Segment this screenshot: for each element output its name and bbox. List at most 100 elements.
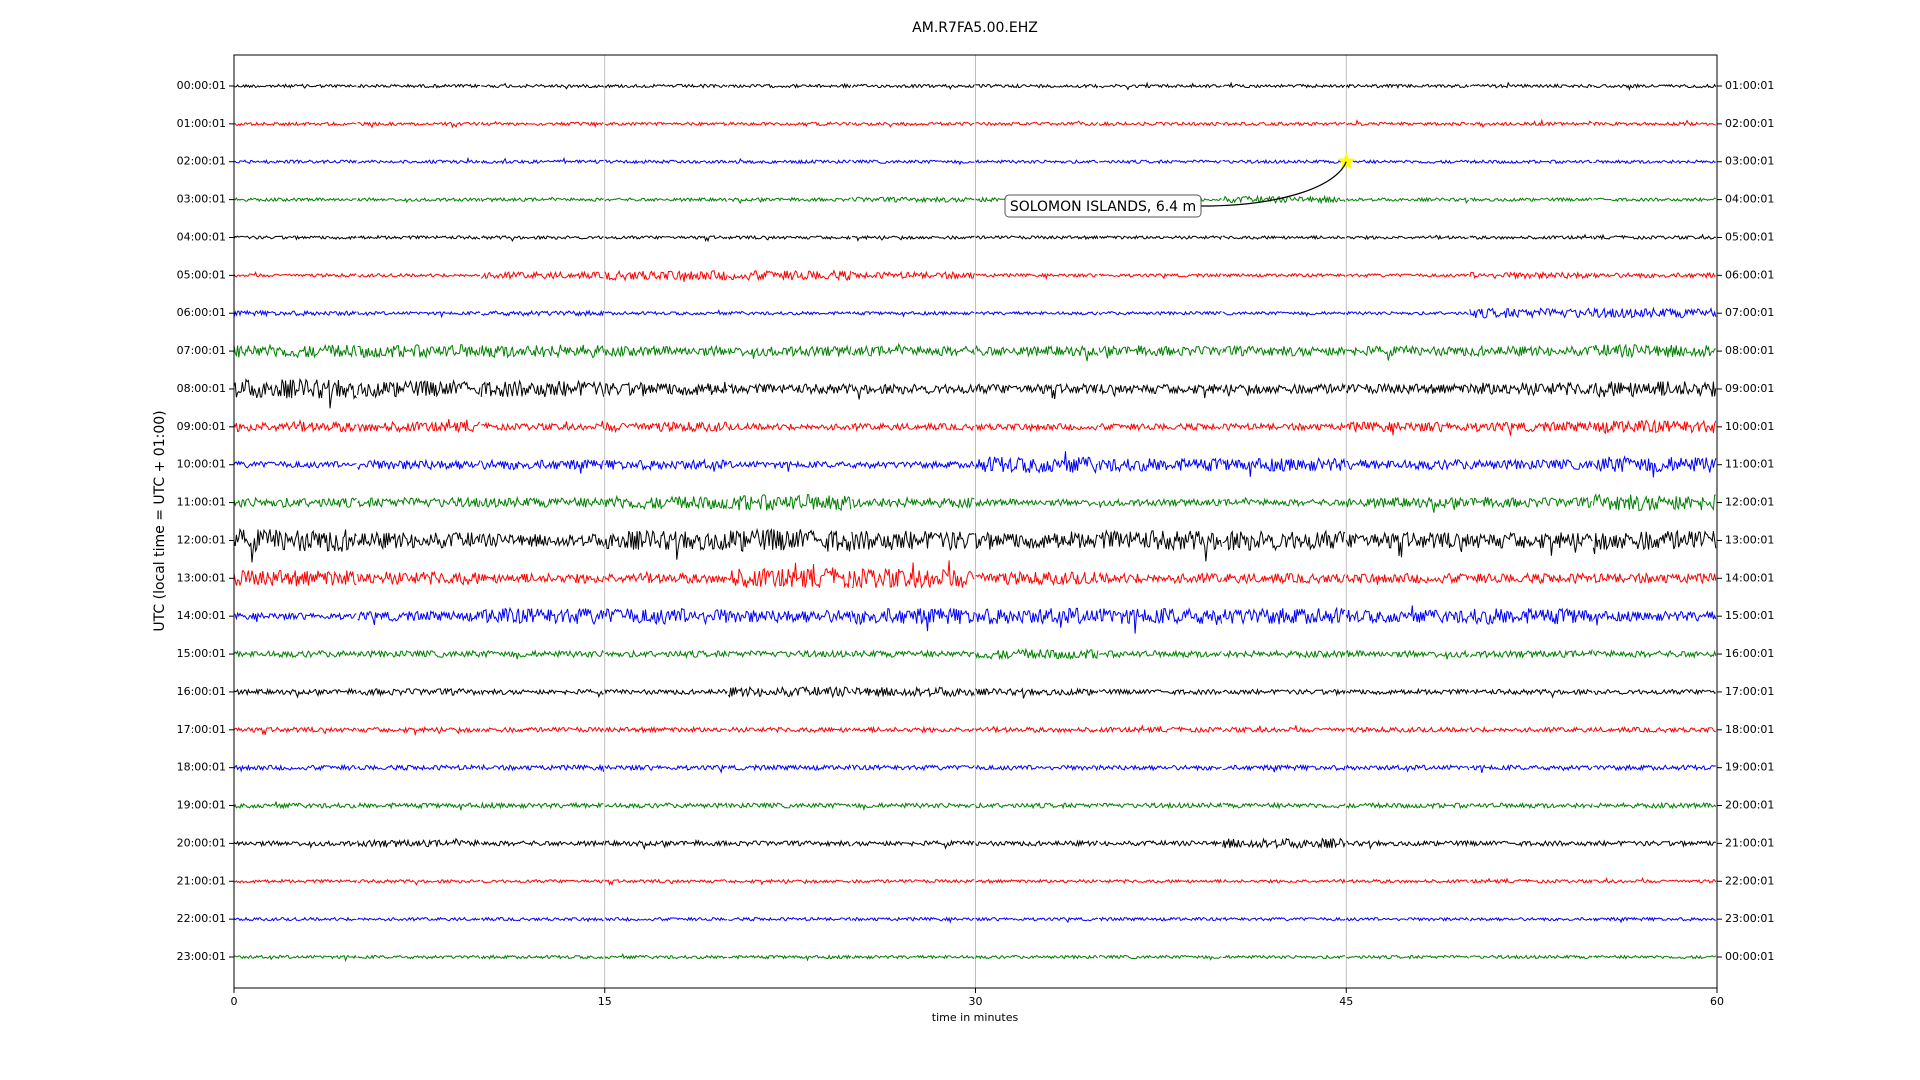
trace-segment: [975, 497, 1099, 508]
trace-segment: [975, 272, 1098, 280]
trace-segment: [480, 839, 605, 848]
y-tick-label: 10:00:01: [177, 458, 226, 471]
trace-segment: [357, 496, 481, 508]
trace-segment: [1222, 344, 1346, 358]
trace-segment: [1469, 649, 1593, 659]
trace-segment: [1345, 572, 1470, 585]
y-tick-label: 13:00:01: [177, 571, 226, 584]
trace-segment: [1469, 81, 1593, 89]
trace-segment: [604, 952, 728, 960]
trace-segment: [233, 343, 357, 359]
trace-segment: [1098, 81, 1222, 91]
trace-segment: [357, 530, 481, 551]
y2-tick-label: 14:00:01: [1725, 571, 1774, 584]
labels: 0 15 30 45 60 00:00:01 01:00:01 01:00:01 02:00:0…: [177, 79, 1775, 1008]
y-tick-label: 05:00:01: [177, 268, 226, 281]
trace-segment: [851, 649, 975, 659]
trace-segment: [1222, 878, 1346, 885]
trace-segment: [1099, 916, 1222, 922]
trace-segment: [480, 763, 605, 772]
trace-segment: [1346, 954, 1470, 960]
trace-segment: [1592, 381, 1717, 398]
trace-segment: [604, 878, 728, 887]
trace-segment: [1469, 764, 1593, 774]
trace-segment: [975, 687, 1099, 699]
trace-segment: [1345, 234, 1469, 241]
trace-segment: [1098, 801, 1222, 810]
trace-segment: [1593, 83, 1717, 92]
trace-segment: [851, 459, 975, 470]
trace-segment: [1222, 234, 1346, 241]
trace-segment: [1222, 158, 1346, 165]
trace-segment: [480, 688, 604, 699]
trace-segment: [604, 607, 728, 626]
trace-segment: [1099, 839, 1222, 847]
trace-segment: [1099, 422, 1222, 432]
trace-segment: [604, 381, 728, 397]
trace-segment: [727, 649, 852, 658]
trace-segment: [851, 685, 975, 698]
trace-segment: [1222, 725, 1346, 734]
trace-segment: [1469, 877, 1593, 885]
event-marker: [1337, 152, 1356, 170]
y-tick-label: 16:00:01: [177, 685, 226, 698]
y-tick-label: 18:00:01: [177, 761, 226, 774]
trace-segment: [233, 309, 357, 318]
trace-segment: [480, 235, 604, 243]
trace-segment: [728, 954, 852, 962]
trace-segment: [1469, 839, 1593, 848]
trace-segment: [1469, 344, 1593, 358]
trace-segment: [1593, 688, 1716, 696]
x-tick-label: 60: [1710, 995, 1724, 1008]
trace-segment: [851, 607, 975, 632]
trace-segment: [1345, 801, 1470, 810]
trace-segment: [604, 529, 728, 560]
y2-tick-label: 22:00:01: [1725, 874, 1774, 887]
trace-segment: [1345, 272, 1469, 278]
trace-segment: [727, 382, 852, 396]
x-tick-label: 15: [598, 995, 612, 1008]
trace-segment: [233, 878, 357, 884]
trace-segment: [481, 420, 605, 432]
trace-segment: [233, 377, 357, 409]
trace-segment: [233, 527, 357, 563]
trace-segment: [604, 688, 728, 696]
trace-segment: [851, 270, 975, 281]
y-axis-label: UTC (local time = UTC + 01:00): [152, 410, 168, 631]
y-tick-label: 12:00:01: [177, 533, 226, 546]
trace-segment: [357, 379, 481, 399]
trace-segment: [481, 309, 605, 318]
trace-segment: [1469, 381, 1593, 397]
trace-segment: [480, 878, 604, 884]
y2-tick-label: 18:00:01: [1725, 723, 1774, 736]
trace-segment: [1098, 121, 1222, 127]
y2-tick-label: 10:00:01: [1725, 420, 1774, 433]
y2-tick-label: 11:00:01: [1725, 458, 1774, 471]
trace-segment: [1098, 764, 1222, 772]
trace-segment: [1469, 725, 1593, 734]
trace-segment: [233, 496, 357, 509]
trace-segment: [851, 83, 975, 90]
trace-segment: [1098, 607, 1222, 634]
trace-segment: [727, 763, 852, 772]
trace-segment: [357, 954, 481, 960]
trace-segment: [851, 195, 975, 204]
trace-segment: [1345, 83, 1469, 89]
trace-segment: [233, 725, 357, 735]
trace-segment: [1592, 418, 1717, 435]
trace-segment: [1345, 496, 1470, 513]
trace-segment: [1222, 687, 1346, 697]
trace-segment: [233, 687, 357, 699]
trace-segment: [1098, 272, 1222, 280]
trace-segment: [1592, 916, 1716, 924]
trace-segment: [357, 156, 481, 165]
trace-segment: [975, 120, 1099, 127]
trace-segment: [975, 839, 1099, 848]
y2-tick-label: 13:00:01: [1725, 533, 1774, 546]
trace-segment: [1222, 81, 1346, 89]
trace-segment: [1222, 649, 1346, 659]
trace-segment: [975, 159, 1099, 165]
trace-segment: [1593, 876, 1717, 884]
trace-segment: [357, 687, 481, 697]
y-tick-label: 21:00:01: [177, 874, 226, 887]
